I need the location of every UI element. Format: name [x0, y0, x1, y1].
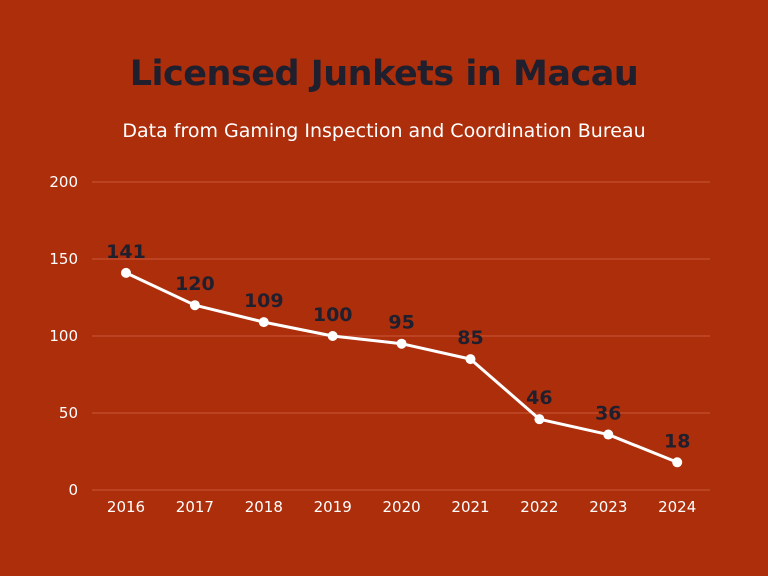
y-tick-label: 100: [49, 327, 78, 345]
data-point: [327, 331, 338, 341]
data-point: [396, 338, 407, 349]
axis-labels: 0 50 100 150 200 2016 2017 2018 2019 2020 2021 2022…: [49, 173, 696, 516]
y-tick-label: 200: [49, 173, 78, 191]
gridlines: [92, 181, 710, 491]
y-tick-label: 50: [59, 404, 78, 422]
data-label: 18: [664, 430, 690, 452]
data-point: [534, 414, 545, 425]
x-tick-label: 2019: [314, 498, 352, 516]
x-tick-label: 2021: [451, 498, 489, 516]
data-point: [465, 354, 476, 365]
x-tick-label: 2016: [107, 498, 145, 516]
x-tick-label: 2022: [520, 498, 558, 516]
data-point: [189, 300, 200, 311]
data-label: 36: [595, 403, 621, 425]
x-tick-label: 2017: [176, 498, 214, 516]
data-labels: 141 120 109 100 95 85 46 36 18: [106, 241, 690, 452]
data-point: [672, 457, 683, 468]
data-label: 95: [388, 312, 414, 334]
series-line: [125, 271, 678, 464]
data-label: 85: [457, 327, 483, 349]
data-label: 100: [313, 304, 353, 326]
y-tick-label: 150: [49, 250, 78, 268]
chart-title: Licensed Junkets in Macau: [129, 54, 639, 94]
x-tick-label: 2020: [383, 498, 421, 516]
data-label: 46: [526, 387, 552, 409]
data-point: [258, 317, 269, 328]
x-tick-label: 2024: [658, 498, 696, 516]
data-label: 109: [244, 290, 284, 312]
x-tick-label: 2018: [245, 498, 283, 516]
data-point: [603, 429, 614, 440]
chart-subtitle: Data from Gaming Inspection and Coordina…: [122, 120, 646, 142]
data-label: 120: [175, 273, 215, 295]
series-junkets: [121, 267, 683, 468]
data-point: [121, 267, 131, 278]
data-label: 141: [106, 241, 146, 263]
y-tick-label: 0: [68, 481, 78, 499]
x-tick-label: 2023: [589, 498, 627, 516]
